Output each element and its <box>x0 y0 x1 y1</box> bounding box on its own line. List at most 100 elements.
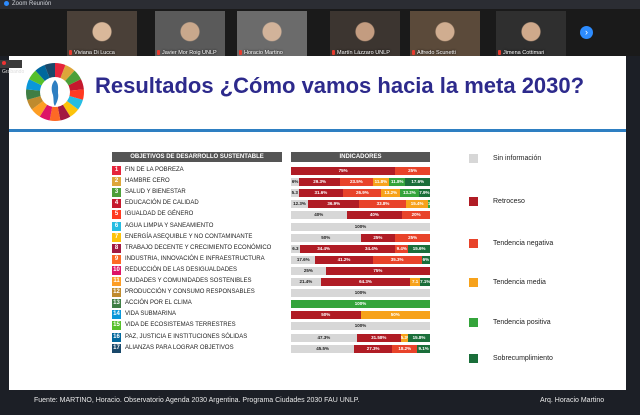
participant-name: Martín Lázzaro UNLP <box>332 50 390 56</box>
legend-swatch <box>469 318 478 327</box>
indicator-segment-sobre: 15.6% <box>408 244 430 253</box>
indicator-bar: 12.3%36.9%33.8%15.4%1.5% <box>291 199 430 208</box>
indicator-segment-sobre: 7.9% <box>418 188 430 197</box>
objective-label: HAMBRE CERO <box>125 178 170 184</box>
indicator-segment-sin: 40% <box>291 210 347 219</box>
objective-number: 6 <box>112 222 121 231</box>
indicator-segment-negativa: 26.9% <box>343 188 382 197</box>
indicator-segment-retroceso: 31.58% <box>356 333 401 342</box>
participant-name-text: Alfredo Scunetti <box>417 50 456 56</box>
objective-label: PRODUCCIÓN Y CONSUMO RESPONSABLES <box>125 289 255 295</box>
indicator-segment-sin: 6% <box>291 177 300 186</box>
participant-tile[interactable]: Alfredo Scunetti <box>410 11 480 57</box>
objective-number: 2 <box>112 177 121 186</box>
objective-number: 8 <box>112 244 121 253</box>
indicator-segment-retroceso: 50% <box>291 310 361 319</box>
indicator-bar: 100% <box>291 299 430 308</box>
objective-number: 1 <box>112 166 121 175</box>
indicator-bar: 100% <box>291 222 430 231</box>
indicator-segment-sin: 6.3 <box>291 244 300 253</box>
window-titlebar: Zoom Reunión <box>0 0 640 9</box>
objective-row: 16 PAZ, JUSTICIA E INSTITUCIONES SÓLIDAS <box>112 333 282 342</box>
indicator-segment-negativa: 33.8% <box>359 199 407 208</box>
legend-label: Retroceso <box>493 198 525 205</box>
indicator-bar: 40% 40% 20% <box>291 210 430 219</box>
window-title: Zoom Reunión <box>12 1 52 7</box>
indicator-bar: 17.6% 41.2% 35.3% 6% <box>291 255 430 264</box>
objective-row: 6 AGUA LIMPIA Y SANEAMIENTO <box>112 222 282 231</box>
indicator-segment-sin: 5.3 <box>291 188 299 197</box>
objectives-header: OBJETIVOS DE DESARROLLO SUSTENTABLE <box>112 152 282 162</box>
record-dot-icon <box>2 61 6 65</box>
indicator-segment-positiva: 1.5% <box>427 199 430 208</box>
participant-tile[interactable]: Viviana Di Lucca <box>67 11 137 57</box>
legend-swatch <box>469 354 478 363</box>
participant-name: Jimena Cottimari <box>498 50 544 56</box>
indicator-segment-retroceso: 36.9% <box>308 199 360 208</box>
objective-row: 12 PRODUCCIÓN Y CONSUMO RESPONSABLES <box>112 288 282 297</box>
participant-name-text: Viviana Di Lucca <box>74 50 115 56</box>
participant-tile[interactable]: Jimena Cottimari <box>496 11 566 57</box>
indicator-segment-media: 11.8% <box>372 177 390 186</box>
participant-video <box>496 11 566 57</box>
objective-number: 4 <box>112 199 121 208</box>
objective-row: 11 CIUDADES Y COMUNIDADES SOSTENIBLES <box>112 277 282 286</box>
indicator-segment-sobre: 7.1% <box>420 277 430 286</box>
indicator-bar: 50% 50% <box>291 310 430 319</box>
objective-label: PAZ, JUSTICIA E INSTITUCIONES SÓLIDAS <box>125 334 248 340</box>
indicator-segment-positiva: 13.2% <box>400 188 419 197</box>
indicator-segment-sobre: 17.6% <box>405 177 430 186</box>
indicator-bar: 47.3%31.58%5.3%15.8% <box>291 333 430 342</box>
objective-row: 7 ENERGÍA ASEQUIBLE Y NO CONTAMINANTE <box>112 233 282 242</box>
objective-label: FIN DE LA POBREZA <box>125 167 184 173</box>
participant-tile[interactable]: Horacio Martino <box>237 11 307 57</box>
participant-video <box>67 11 137 57</box>
indicator-segment-media: 13.2% <box>381 188 401 197</box>
participant-name: Horacio Martino <box>239 50 283 56</box>
objective-label: TRABAJO DECENTE Y CRECIMIENTO ECONÓMICO <box>125 245 272 251</box>
objective-row: 17 ALIANZAS PARA LOGRAR OBJETIVOS <box>112 344 282 353</box>
indicator-bar: 21.4% 64.3% 7.1 7.1% <box>291 277 430 286</box>
indicator-segment-sin: 50% <box>291 233 361 242</box>
indicator-segment-retroceso: 29.3% <box>299 177 341 186</box>
indicator-bar: 50% 25% 25% <box>291 233 430 242</box>
objective-row: 2 HAMBRE CERO <box>112 177 282 186</box>
mic-muted-icon <box>332 50 335 56</box>
indicators-header: INDICADORES <box>291 152 430 162</box>
objective-row: 8 TRABAJO DECENTE Y CRECIMIENTO ECONÓMICO <box>112 244 282 253</box>
title-divider <box>9 129 626 132</box>
legend-swatch <box>469 197 478 206</box>
participant-video <box>237 11 307 57</box>
recording-indicator[interactable]: Grabando <box>0 60 24 75</box>
indicator-segment-sobre: 6% <box>421 255 430 264</box>
sdg-wheel-logo <box>26 63 84 121</box>
participant-name-text: Javier Mor Roig UNLP <box>162 50 217 56</box>
indicator-bar: 45.5% 27.3% 18.2% 9.1% <box>291 344 430 353</box>
participant-name: Viviana Di Lucca <box>69 50 115 56</box>
indicator-bar: 25% 75% <box>291 266 430 275</box>
objective-number: 5 <box>112 210 121 219</box>
indicator-segment-sin: 100% <box>291 288 430 297</box>
mic-muted-icon <box>69 50 72 56</box>
indicator-segment-retroceso: 31.6% <box>298 188 344 197</box>
indicator-segment-retroceso: 75% <box>291 166 396 175</box>
indicator-segment-sin: 21.4% <box>291 277 321 286</box>
indicator-segment-retroceso: 25% <box>360 233 396 242</box>
objective-number: 16 <box>112 333 121 342</box>
indicator-segment-retroceso: 27.3% <box>354 344 393 353</box>
objective-number: 15 <box>112 321 121 330</box>
indicator-segment-media: 15.4% <box>406 199 428 208</box>
participant-tile[interactable]: Martín Lázzaro UNLP <box>330 11 400 57</box>
participant-name-text: Martín Lázzaro UNLP <box>337 50 390 56</box>
objective-row: 13 ACCIÓN POR EL CLIMA <box>112 299 282 308</box>
indicator-segment-media: 50% <box>360 310 430 319</box>
objective-row: 3 SALUD Y BIENESTAR <box>112 188 282 197</box>
indicator-segment-negativa: 25% <box>395 233 430 242</box>
participant-name: Javier Mor Roig UNLP <box>157 50 217 56</box>
objective-label: ACCIÓN POR EL CLIMA <box>125 300 192 306</box>
participant-tile[interactable]: Javier Mor Roig UNLP <box>155 11 225 57</box>
indicator-bar: 6.3 34.4% 34.4% 9.4% 15.6% <box>291 244 430 253</box>
chevron-right-icon[interactable]: › <box>580 26 593 39</box>
indicator-segment-retroceso: 41.2% <box>315 255 373 264</box>
